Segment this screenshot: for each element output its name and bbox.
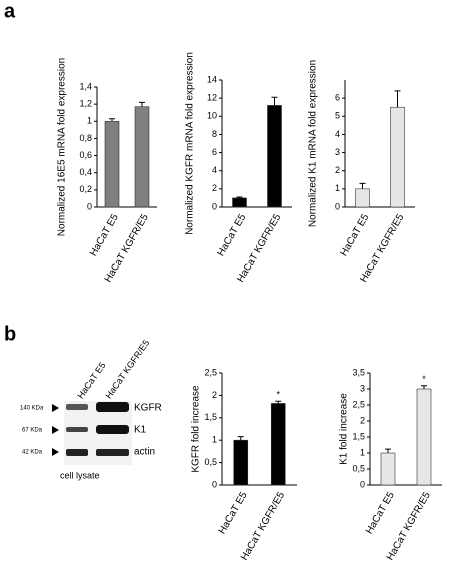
y-tick-label: 0 — [87, 201, 92, 211]
y-tick-label: 12 — [207, 93, 217, 103]
marker: 140 KDa — [20, 406, 44, 412]
bar — [232, 197, 247, 208]
y-tick-label: 8 — [212, 129, 217, 139]
y-tick-label: 3 — [360, 383, 365, 393]
y-tick-label: 6 — [212, 147, 217, 157]
x-tick-label: HaCaT E5 — [88, 212, 121, 258]
arrow — [52, 404, 59, 456]
error-bar — [237, 436, 244, 441]
y-axis-label: Normalized 16E5 mRNA fold expression — [57, 58, 68, 236]
y-axis-label: Normalized KGFR mRNA fold expression — [185, 52, 196, 235]
y-tick-label: 1 — [360, 447, 365, 457]
bar — [416, 388, 432, 486]
y-tick-label: 1,2 — [79, 99, 92, 109]
y-tick-label: 0 — [212, 201, 217, 211]
annotation: * — [422, 374, 426, 384]
y-tick-label: 10 — [207, 111, 217, 121]
y-tick-label: 0,6 — [79, 150, 92, 160]
error-bar — [394, 90, 401, 108]
annotation: * — [276, 390, 280, 400]
error-bar — [275, 400, 282, 404]
x-tick-label: HaCaT E5 — [339, 212, 372, 258]
y-tick-label: 4 — [335, 129, 340, 139]
y-tick-label: 1 — [87, 116, 92, 126]
y-tick-label: 2 — [335, 165, 340, 175]
y-tick-label: 2 — [212, 183, 217, 193]
bar — [134, 106, 150, 208]
y-tick-label: 2,5 — [204, 367, 217, 377]
y-tick-label: 0,2 — [79, 184, 92, 194]
y-tick-label: 2,5 — [352, 399, 365, 409]
y-tick-label: 0 — [335, 201, 340, 211]
y-tick-label: 1 — [212, 435, 217, 445]
x-tick-label: HaCaT E5 — [217, 490, 250, 536]
bar — [270, 403, 286, 486]
bar — [233, 439, 249, 486]
y-tick-label: 0,5 — [204, 457, 217, 467]
error-bar — [139, 101, 145, 107]
band-label: KGFR — [134, 403, 162, 414]
bar — [355, 188, 370, 208]
bar — [390, 106, 405, 208]
y-tick-label: 14 — [207, 74, 217, 84]
y-tick-label: 6 — [335, 93, 340, 103]
band — [96, 425, 129, 434]
y-tick-label: 0,5 — [352, 463, 365, 473]
bar — [380, 452, 396, 486]
marker: 42 KDa — [22, 450, 43, 456]
y-tick-label: 3 — [335, 147, 340, 157]
y-tick-label: 3,5 — [352, 367, 365, 377]
x-tick-label: HaCaT E5 — [216, 212, 249, 258]
panel-label: b — [4, 323, 16, 345]
error-bar — [359, 182, 366, 189]
y-tick-label: 0 — [360, 479, 365, 489]
blot: HaCaT E5 HaCaT KGFR/E5 140 KDa 67 KDa 42… — [20, 338, 162, 480]
y-tick-label: 1 — [335, 183, 340, 193]
error-bar — [109, 118, 115, 122]
bar — [104, 120, 120, 208]
band — [66, 404, 88, 410]
y-tick-label: 0,8 — [79, 133, 92, 143]
band — [66, 449, 88, 456]
y-tick-label: 2 — [212, 390, 217, 400]
y-axis-label: K1 fold increase — [339, 393, 350, 465]
band-label: K1 — [134, 425, 147, 436]
bar — [267, 105, 282, 208]
y-tick-label: 1,5 — [204, 412, 217, 422]
y-tick-label: 0,4 — [79, 167, 92, 177]
x-tick-label: HaCaT E5 — [364, 490, 397, 536]
y-axis-label: Normalized K1 mRNA fold expression — [308, 60, 319, 227]
band-label: actin — [134, 447, 155, 458]
y-tick-label: 4 — [212, 165, 217, 175]
error-bar — [271, 96, 278, 106]
error-bar — [421, 385, 427, 389]
y-tick-label: 0 — [212, 479, 217, 489]
y-axis-label: KGFR fold increase — [191, 385, 202, 473]
y-tick-label: 1,4 — [79, 81, 92, 91]
error-bar — [385, 448, 391, 453]
y-tick-label: 1,5 — [352, 431, 365, 441]
panel-label: a — [4, 0, 16, 22]
caption: cell lysate — [60, 470, 100, 480]
band — [66, 427, 88, 432]
band — [96, 449, 129, 456]
y-tick-label: 5 — [335, 111, 340, 121]
band — [96, 402, 129, 412]
y-tick-label: 2 — [360, 415, 365, 425]
marker: 67 KDa — [22, 428, 43, 434]
lane-label: HaCaT KGFR/E5 — [103, 338, 151, 401]
